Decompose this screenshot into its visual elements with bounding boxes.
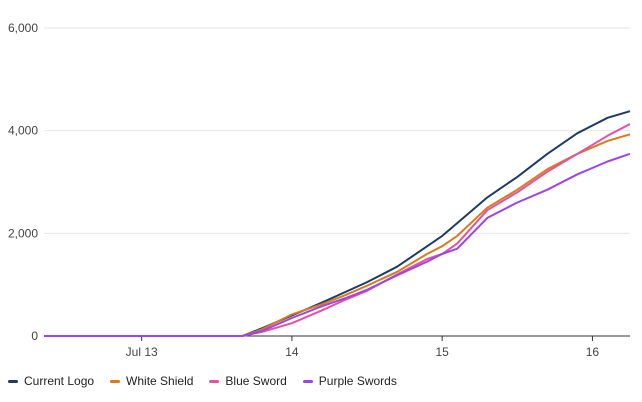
- legend-swatch: [209, 379, 220, 383]
- legend-item[interactable]: Current Logo: [8, 374, 94, 388]
- x-tick-label: 14: [285, 345, 299, 359]
- legend-label: White Shield: [126, 374, 194, 388]
- line-chart: 0 2,000 4,000 6,000 Jul 13 14 15 16: [8, 21, 631, 359]
- x-tick-label: 16: [586, 345, 600, 359]
- legend-swatch: [302, 379, 313, 383]
- x-axis-ticks: Jul 13 14 15 16: [126, 336, 600, 359]
- series-lines: [44, 110, 631, 337]
- x-tick-label: Jul 13: [126, 345, 158, 359]
- y-tick-label: 4,000: [8, 124, 38, 138]
- legend-item[interactable]: Purple Swords: [302, 374, 397, 388]
- legend-swatch: [110, 379, 121, 383]
- x-tick-label: 15: [435, 345, 449, 359]
- grid-lines: [44, 27, 630, 337]
- series-line-blue-sword: [44, 123, 631, 337]
- series-line-current-logo: [44, 110, 631, 337]
- y-axis-ticks: 0 2,000 4,000 6,000: [8, 21, 38, 343]
- legend-swatch: [8, 379, 18, 383]
- legend-label: Current Logo: [24, 374, 95, 388]
- legend-item[interactable]: Blue Sword: [209, 374, 287, 388]
- legend-label: Blue Sword: [225, 374, 287, 388]
- series-line-white-shield: [44, 133, 631, 337]
- y-tick-label: 6,000: [8, 21, 38, 35]
- series-line-purple-swords: [44, 152, 631, 337]
- chart-legend: Current Logo White Shield Blue Sword Purple…: [8, 374, 397, 388]
- y-tick-label: 2,000: [8, 226, 38, 240]
- y-tick-label: 0: [31, 329, 38, 343]
- legend-item[interactable]: White Shield: [110, 374, 193, 388]
- legend-label: Purple Swords: [318, 374, 397, 388]
